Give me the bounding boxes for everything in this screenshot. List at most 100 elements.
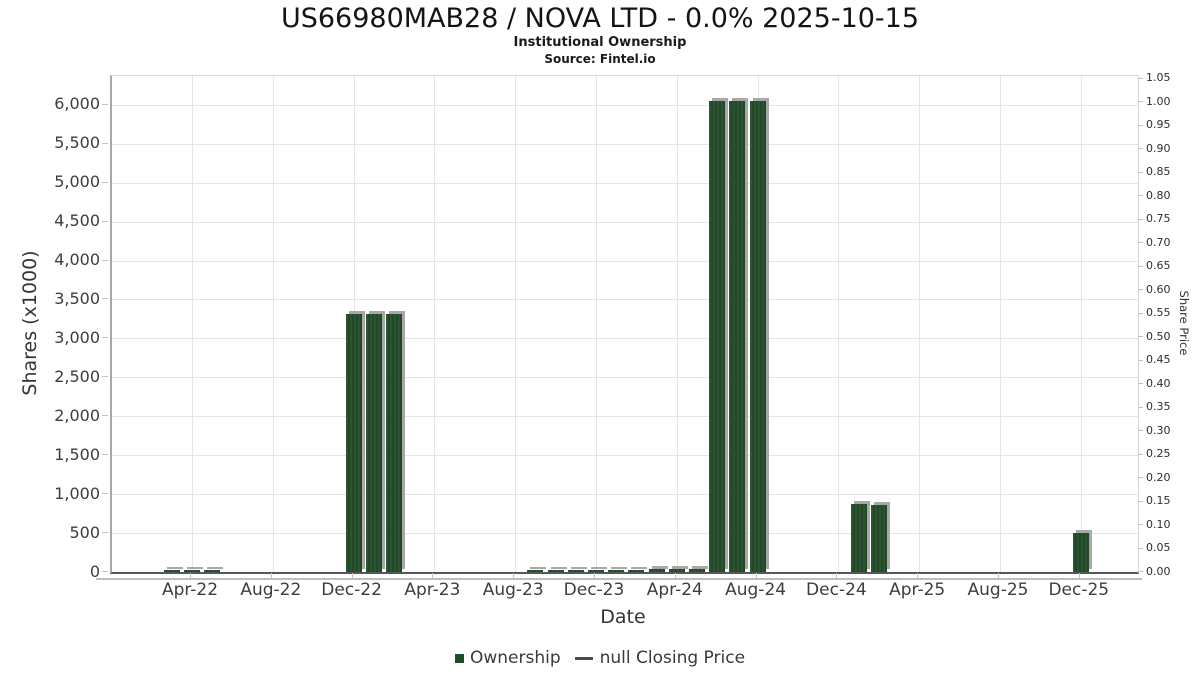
y-axis-right-tick-label: 0.25 [1146, 447, 1171, 461]
gridline-vertical [515, 76, 517, 572]
ownership-bar[interactable] [709, 100, 726, 572]
y-axis-left-tick-mark [102, 298, 108, 300]
y-axis-right-tick-mark [1138, 359, 1143, 361]
x-axis-tick-label: Dec-22 [321, 580, 382, 600]
y-axis-left-tick-label: 5,500 [54, 133, 100, 153]
x-axis-shadow-line [96, 578, 1142, 580]
y-axis-right-tick-mark [1138, 77, 1143, 79]
y-axis-left-tick-mark [102, 337, 108, 339]
gridline-horizontal [112, 416, 1138, 418]
x-axis-tick-mark [513, 573, 515, 578]
y-axis-left-tick-label: 5,000 [54, 172, 100, 192]
y-axis-right-tick-label: 0.70 [1146, 235, 1171, 249]
y-axis-right-tick-label: 1.00 [1146, 94, 1171, 108]
x-axis-tick-mark [755, 573, 757, 578]
gridline-vertical [1080, 76, 1082, 572]
x-axis-tick-mark [270, 573, 272, 578]
gridline-horizontal [112, 299, 1138, 301]
x-axis-tick-label: Aug-23 [482, 580, 544, 600]
y-axis-right-tick-label: 0.35 [1146, 400, 1171, 414]
y-axis-right-tick-label: 0.85 [1146, 165, 1171, 179]
y-axis-right-tick-label: 1.05 [1146, 71, 1171, 85]
y-axis-left-tick-mark [102, 454, 108, 456]
ownership-bar[interactable] [749, 100, 766, 572]
y-axis-right-tick-mark [1138, 124, 1143, 126]
gridline-vertical [596, 76, 597, 572]
y-axis-left-tick-mark [102, 181, 108, 183]
y-axis-right-tick-mark [1138, 524, 1143, 525]
gridline-vertical [192, 76, 193, 572]
x-axis-tick-mark [594, 573, 595, 578]
x-axis-tick-label: Aug-22 [240, 580, 302, 600]
plot-area [110, 75, 1139, 574]
ownership-bar[interactable] [689, 568, 705, 572]
y-axis-left-tick-mark [102, 571, 108, 572]
ownership-bar[interactable] [870, 505, 887, 572]
x-axis-tick-label: Apr-23 [404, 580, 461, 600]
y-axis-right-tick-mark [1138, 430, 1143, 432]
ownership-bar[interactable] [1072, 533, 1089, 572]
y-axis-right-tick-label: 0.40 [1146, 376, 1171, 390]
y-axis-right-tick-mark [1138, 195, 1143, 197]
ownership-bar[interactable] [850, 504, 867, 572]
y-axis-left-tick-mark [102, 532, 108, 534]
y-axis-left-tick-label: 3,000 [54, 327, 100, 347]
x-axis-tick-label: Dec-24 [806, 580, 867, 600]
y-axis-left-title: Shares (x1000) [19, 250, 41, 396]
chart-source: Source: Fintel.io [544, 52, 656, 66]
y-axis-right-tick-mark [1138, 242, 1143, 244]
ownership-bar[interactable] [628, 569, 645, 572]
y-axis-right-tick-mark [1138, 571, 1143, 572]
y-axis-left-tick-label: 3,500 [54, 288, 100, 308]
ownership-bar[interactable] [608, 570, 625, 572]
y-axis-left-tick-label: 2,000 [54, 405, 100, 425]
legend-square-icon [454, 653, 464, 663]
ownership-bar[interactable] [386, 314, 402, 572]
gridline-horizontal [112, 182, 1138, 184]
x-axis-title: Date [600, 606, 646, 628]
y-axis-right-tick-label: 0.15 [1146, 494, 1171, 507]
ownership-bar[interactable] [345, 314, 362, 572]
ownership-bar[interactable] [365, 314, 382, 572]
gridline-horizontal [112, 221, 1138, 223]
y-axis-right-tick-label: 0.75 [1146, 212, 1171, 226]
ownership-bar[interactable] [204, 570, 221, 572]
y-axis-left-tick-mark [102, 415, 108, 417]
ownership-bar[interactable] [527, 570, 544, 572]
y-axis-left-tick-mark [102, 493, 108, 495]
x-axis-tick-label: Apr-22 [161, 580, 219, 600]
gridline-vertical [919, 76, 921, 572]
x-axis-tick-label: Dec-23 [563, 580, 625, 600]
x-axis-tick-label: Apr-24 [646, 580, 703, 600]
y-axis-right-tick-label: 0.05 [1146, 541, 1171, 554]
gridline-vertical [838, 76, 840, 572]
y-axis-left-tick-mark [102, 376, 108, 378]
y-axis-right-tick-label: 0.55 [1146, 306, 1171, 320]
y-axis-right-tick-label: 0.90 [1146, 141, 1171, 155]
ownership-bar[interactable] [588, 570, 604, 572]
x-axis-tick-mark [190, 573, 191, 578]
y-axis-right-tick-label: 0.30 [1146, 423, 1171, 437]
x-axis-tick-label: Dec-25 [1048, 580, 1110, 600]
ownership-bar[interactable] [668, 568, 685, 572]
gridline-vertical [1000, 76, 1001, 572]
ownership-bar[interactable] [648, 568, 665, 572]
ownership-bar[interactable] [547, 570, 564, 572]
x-axis-tick-mark [917, 573, 919, 578]
ownership-bar[interactable] [567, 570, 584, 572]
y-axis-right-tick-mark [1138, 406, 1143, 408]
y-axis-right-tick-mark [1138, 312, 1143, 314]
ownership-bar[interactable] [184, 570, 200, 572]
ownership-bar[interactable] [163, 570, 180, 572]
ownership-bar[interactable] [729, 100, 746, 572]
x-axis-tick-label: Apr-25 [889, 580, 946, 600]
legend-item-closing-price[interactable]: null Closing Price [561, 648, 745, 668]
gridline-vertical [434, 76, 436, 572]
gridline-horizontal [112, 143, 1138, 145]
x-axis-tick-mark [351, 573, 353, 578]
y-axis-right-tick-label: 0.20 [1146, 470, 1171, 484]
y-axis-left-tick-label: 500 [69, 522, 100, 542]
legend-item-ownership[interactable]: Ownership [454, 648, 561, 668]
y-axis-left-tick-label: 1,500 [54, 444, 100, 464]
y-axis-left-tick-mark [102, 259, 108, 261]
